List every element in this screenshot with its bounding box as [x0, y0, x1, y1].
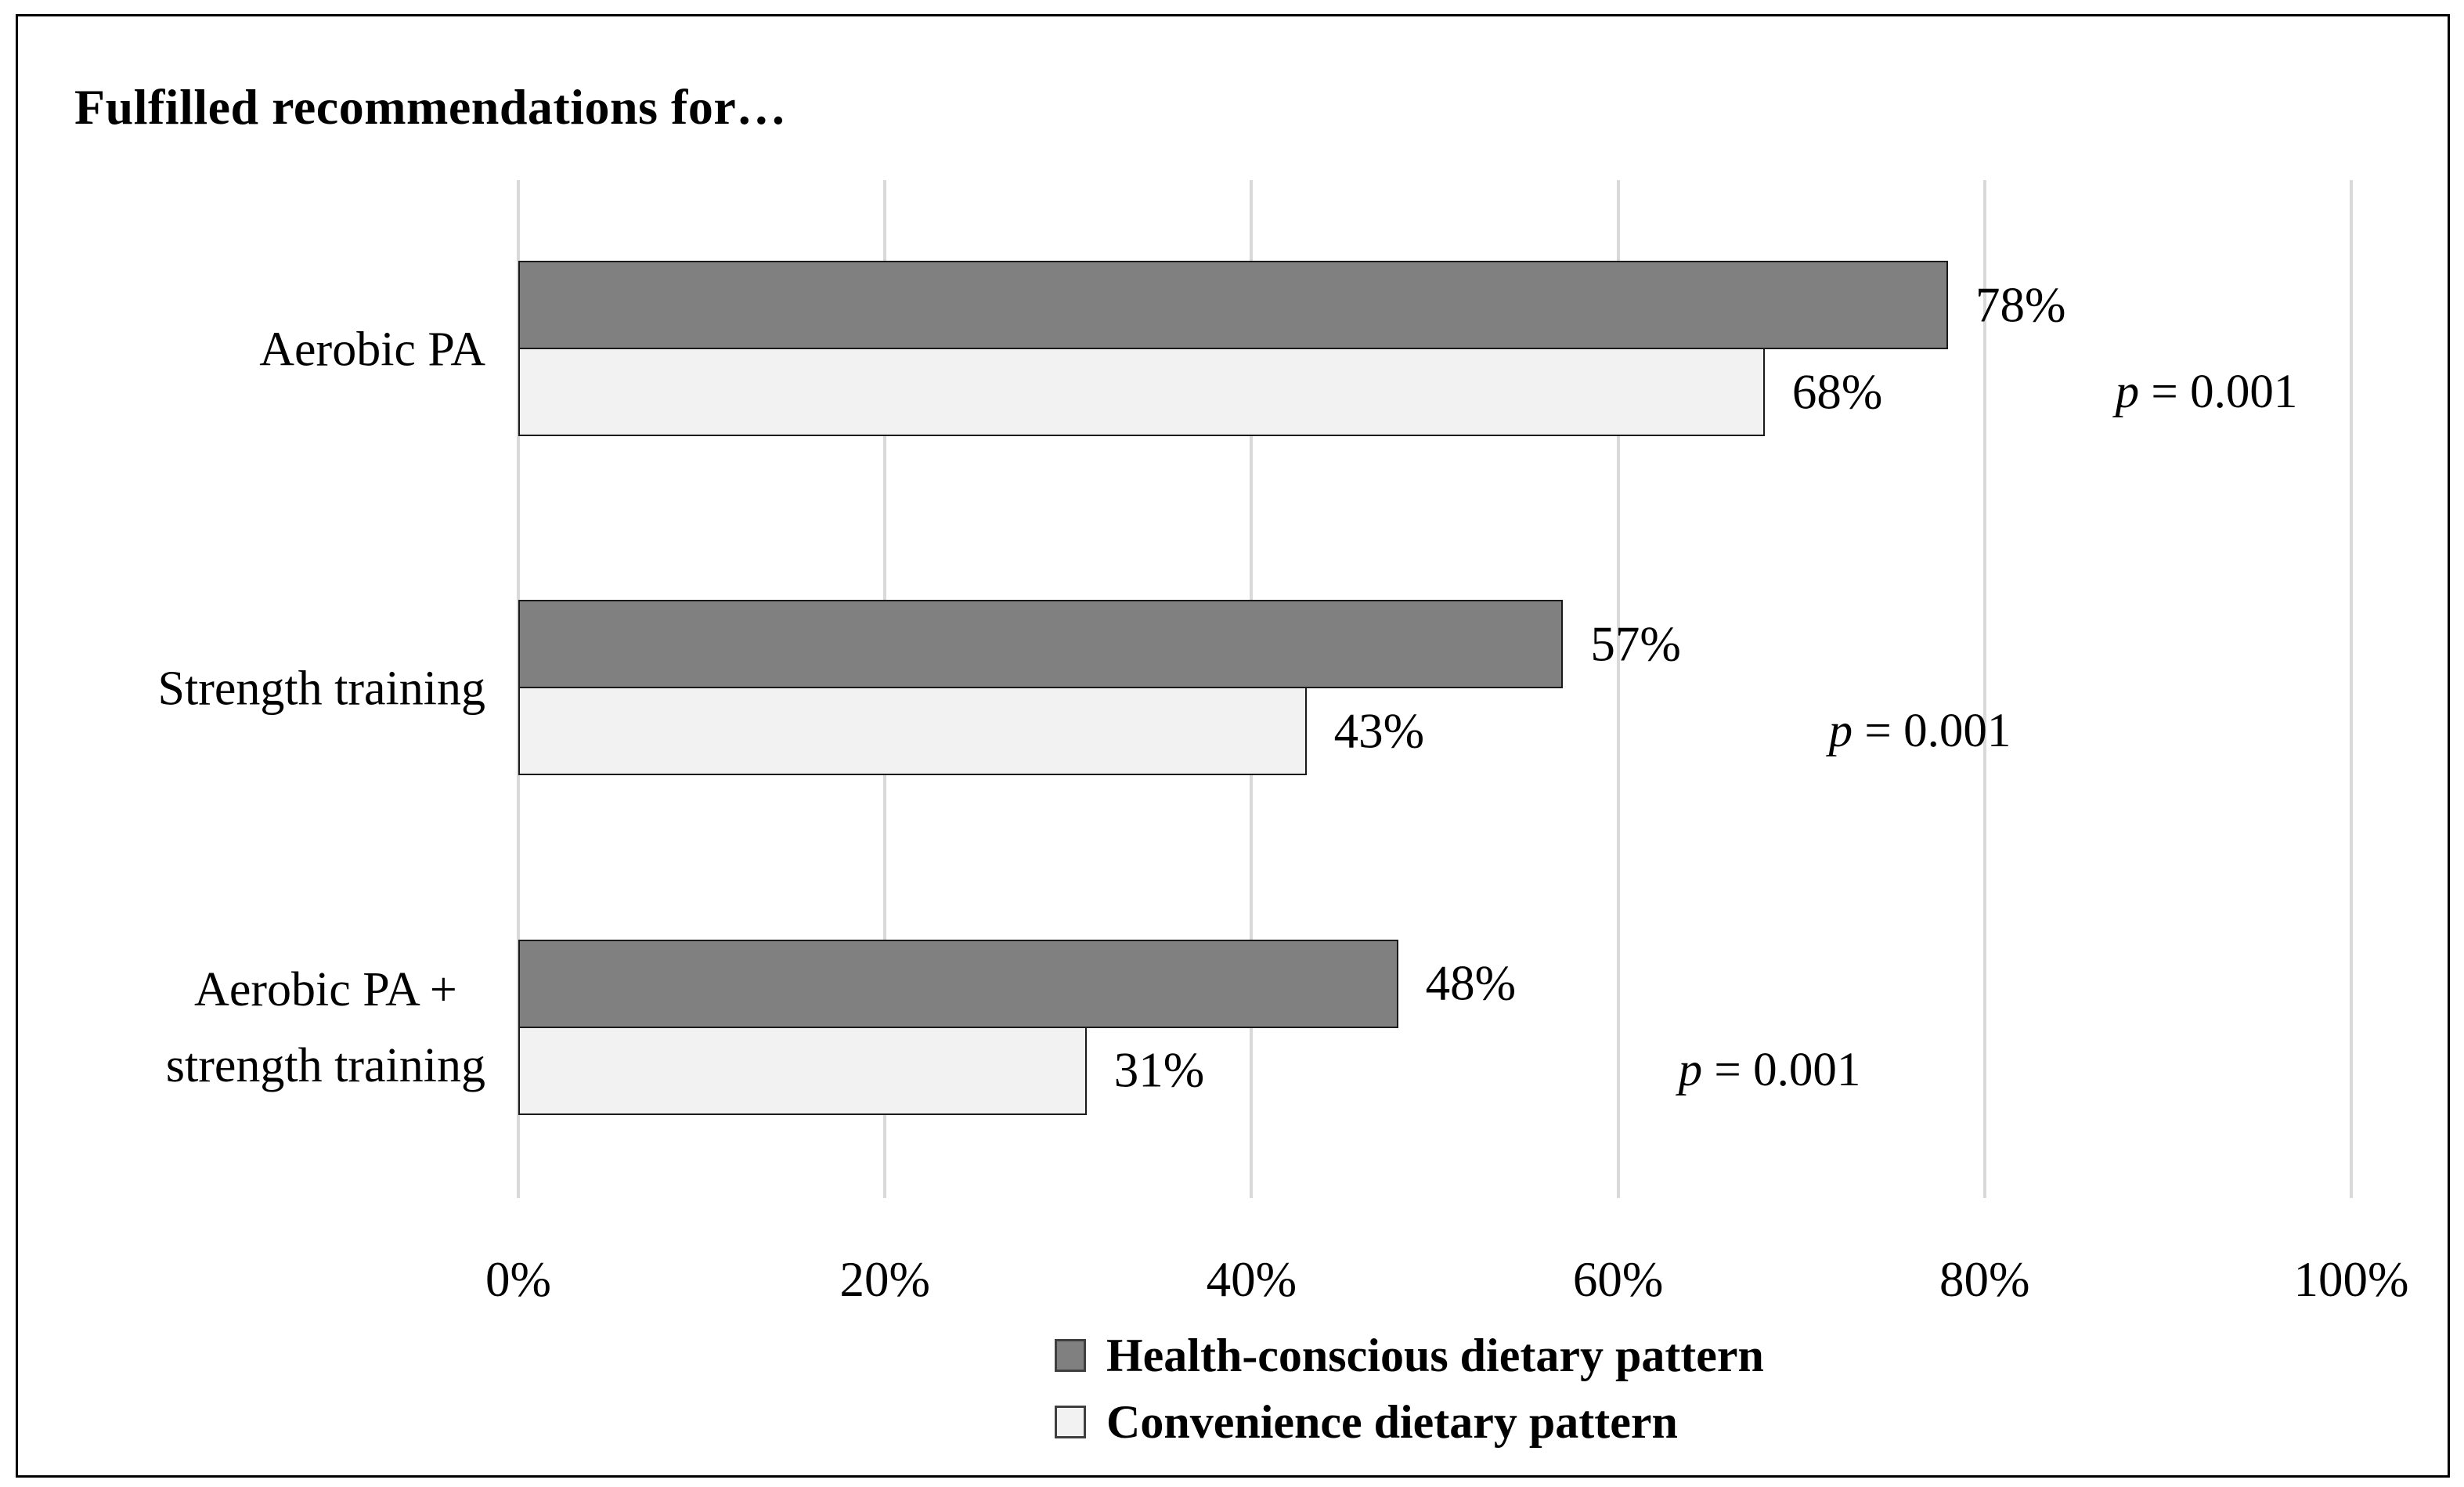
bar-value-label: 68%	[1791, 364, 1883, 419]
bar-value-label: 57%	[1590, 616, 1681, 672]
legend-label: Health-conscious dietary pattern	[1106, 1329, 1764, 1381]
axis-tick-label: 100%	[2293, 1252, 2409, 1307]
category-label-line: strength training	[165, 1039, 485, 1093]
category-label: Aerobic PA	[259, 312, 485, 388]
bar-value-label: 48%	[1425, 955, 1517, 1011]
category-label-line: Aerobic PA	[259, 323, 485, 377]
bar-health-conscious	[518, 600, 1564, 689]
bar-health-conscious	[518, 261, 1948, 349]
bar-health-conscious	[518, 939, 1398, 1028]
legend-swatch	[1055, 1406, 1086, 1438]
legend-label: Convenience dietary pattern	[1106, 1395, 1678, 1448]
chart-title: Fulfilled recommendations for…	[74, 79, 787, 135]
gridline	[1616, 180, 1620, 1198]
legend-swatch	[1055, 1339, 1086, 1372]
bar-value-label: 31%	[1113, 1042, 1205, 1098]
category-label-line: Strength training	[157, 662, 485, 716]
p-value-label: p = 0.001	[2115, 365, 2298, 418]
category-label: Aerobic PA + strength training	[166, 952, 485, 1104]
category-label-line: Aerobic PA +	[194, 963, 457, 1017]
axis-tick-label: 80%	[1939, 1252, 2030, 1307]
legend-item: Health-conscious dietary pattern	[1055, 1330, 1764, 1381]
category-label: Strength training	[158, 651, 485, 727]
axis-tick-label: 0%	[485, 1252, 551, 1307]
gridline	[1982, 180, 1986, 1198]
chart-outer-border	[16, 14, 2450, 1478]
gridline	[2350, 180, 2353, 1198]
legend: Health-conscious dietary pattern Convenie…	[1055, 1330, 1764, 1448]
axis-tick-label: 60%	[1572, 1252, 1664, 1307]
p-value-label: p = 0.001	[1828, 704, 2011, 757]
bar-convenience	[518, 687, 1307, 776]
bar-value-label: 43%	[1333, 703, 1425, 759]
axis-tick-label: 20%	[839, 1252, 930, 1307]
bar-value-label: 78%	[1975, 277, 2066, 332]
bar-convenience	[518, 348, 1765, 436]
legend-item: Convenience dietary pattern	[1055, 1396, 1764, 1448]
p-value-label: p = 0.001	[1678, 1044, 1861, 1097]
bar-convenience	[518, 1026, 1087, 1115]
axis-tick-label: 40%	[1206, 1252, 1297, 1307]
